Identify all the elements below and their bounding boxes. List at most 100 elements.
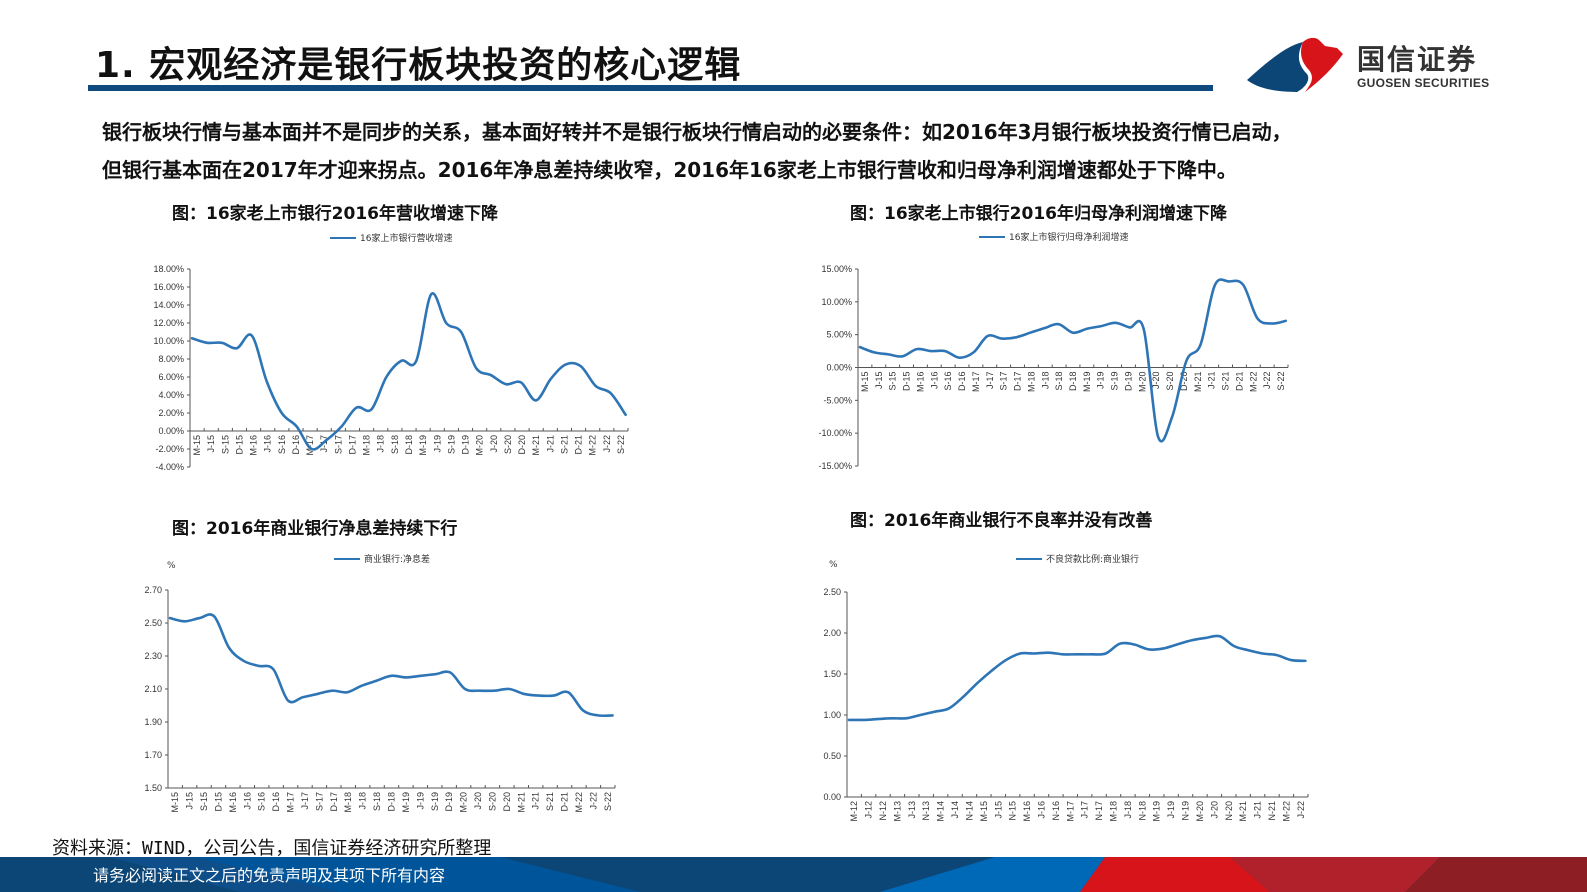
- svg-text:J-19: J-19: [432, 435, 442, 453]
- svg-text:-2.00%: -2.00%: [155, 444, 184, 454]
- svg-text:-4.00%: -4.00%: [155, 462, 184, 472]
- svg-text:D-18: D-18: [404, 435, 414, 455]
- svg-text:J-19: J-19: [1096, 372, 1106, 390]
- svg-text:N-19: N-19: [1181, 801, 1191, 821]
- svg-text:M-20: M-20: [475, 435, 485, 456]
- svg-text:M-13: M-13: [892, 801, 902, 822]
- chart-npl-ratio: 2.50 2.00 1.50 1.00 0.50 0.00 M-12 J-12 N-12 M-13…: [823, 587, 1309, 822]
- svg-text:15.00%: 15.00%: [821, 264, 852, 274]
- svg-text:N-13: N-13: [921, 801, 931, 821]
- y-unit-label: %: [167, 561, 176, 571]
- svg-text:S-22: S-22: [603, 792, 613, 811]
- svg-text:D-16: D-16: [957, 372, 967, 392]
- svg-text:M-15: M-15: [860, 372, 870, 393]
- svg-text:M-16: M-16: [915, 372, 925, 393]
- svg-text:M-12: M-12: [849, 801, 859, 822]
- svg-text:M-21: M-21: [1193, 372, 1203, 393]
- legend-line-icon: [1016, 557, 1042, 560]
- svg-text:D-20: D-20: [502, 792, 512, 812]
- svg-text:J-15: J-15: [993, 801, 1003, 819]
- svg-text:N-21: N-21: [1267, 801, 1277, 821]
- svg-text:1.50: 1.50: [144, 783, 162, 793]
- svg-text:N-16: N-16: [1051, 801, 1061, 821]
- svg-text:D-17: D-17: [347, 435, 357, 455]
- svg-text:J-16: J-16: [263, 435, 273, 453]
- svg-text:J-12: J-12: [864, 801, 874, 819]
- summary-line-2: 但银行基本面在2017年才迎来拐点。2016年净息差持续收窄，2016年16家老…: [102, 158, 1237, 182]
- svg-text:M-15: M-15: [979, 801, 989, 822]
- svg-text:M-20: M-20: [1137, 372, 1147, 393]
- svg-text:J-21: J-21: [545, 435, 555, 453]
- svg-text:M-14: M-14: [936, 801, 946, 822]
- svg-text:10.00%: 10.00%: [153, 336, 184, 346]
- svg-text:D-17: D-17: [329, 792, 339, 812]
- svg-text:M-20: M-20: [1195, 801, 1205, 822]
- svg-text:J-16: J-16: [929, 372, 939, 390]
- svg-text:2.00: 2.00: [823, 628, 841, 638]
- svg-text:12.00%: 12.00%: [153, 318, 184, 328]
- summary-line-1: 银行板块行情与基本面并不是同步的关系，基本面好转并不是银行板块行情启动的必要条件…: [102, 120, 1292, 144]
- svg-text:J-21: J-21: [1253, 801, 1263, 819]
- svg-text:4.00%: 4.00%: [158, 390, 184, 400]
- chart-revenue-growth: 18.00% 16.00% 14.00% 12.00% 10.00% 8.00% 6.00%…: [153, 264, 629, 472]
- svg-text:M-22: M-22: [1281, 801, 1291, 822]
- svg-text:D-21: D-21: [1234, 372, 1244, 392]
- svg-text:D-20: D-20: [517, 435, 527, 455]
- svg-text:J-15: J-15: [874, 372, 884, 390]
- svg-text:J-16: J-16: [242, 792, 252, 810]
- svg-text:J-16: J-16: [1036, 801, 1046, 819]
- footer-decoration: [0, 857, 1587, 892]
- svg-text:M-17: M-17: [1065, 801, 1075, 822]
- svg-text:D-15: D-15: [234, 435, 244, 455]
- svg-text:M-16: M-16: [228, 792, 238, 813]
- logo-text-en: GUOSEN SECURITIES: [1357, 76, 1490, 90]
- svg-text:J-15: J-15: [206, 435, 216, 453]
- svg-text:S-17: S-17: [314, 792, 324, 811]
- svg-text:M-22: M-22: [574, 792, 584, 813]
- svg-text:-5.00%: -5.00%: [823, 395, 852, 405]
- legend-net-interest-margin: 商业银行:净息差: [334, 552, 430, 565]
- legend-line-icon: [979, 235, 1005, 238]
- svg-text:S-16: S-16: [943, 372, 953, 391]
- svg-text:J-22: J-22: [1296, 801, 1306, 819]
- disclaimer-text: 请务必阅读正文之后的免责声明及其项下所有内容: [93, 866, 446, 885]
- svg-text:J-20: J-20: [473, 792, 483, 810]
- svg-text:1.00: 1.00: [823, 710, 841, 720]
- svg-text:S-20: S-20: [1165, 372, 1175, 391]
- svg-text:0.50: 0.50: [823, 751, 841, 761]
- svg-text:1.70: 1.70: [144, 750, 162, 760]
- svg-text:14.00%: 14.00%: [153, 300, 184, 310]
- svg-text:M-16: M-16: [1022, 801, 1032, 822]
- svg-text:M-18: M-18: [362, 435, 372, 456]
- svg-text:J-21: J-21: [1207, 372, 1217, 390]
- figure-title-revenue-growth: 图：16家老上市银行2016年营收增速下降: [172, 204, 498, 224]
- svg-text:S-15: S-15: [199, 792, 209, 811]
- svg-text:S-20: S-20: [503, 435, 513, 454]
- svg-text:0.00%: 0.00%: [158, 426, 184, 436]
- company-logo: 国信证券 GUOSEN SECURITIES: [1245, 34, 1495, 94]
- svg-text:2.30: 2.30: [144, 651, 162, 661]
- svg-text:S-20: S-20: [487, 792, 497, 811]
- legend-line-icon: [334, 557, 360, 560]
- svg-text:6.00%: 6.00%: [158, 372, 184, 382]
- svg-text:S-19: S-19: [1110, 372, 1120, 391]
- svg-text:D-16: D-16: [271, 792, 281, 812]
- svg-text:S-18: S-18: [390, 435, 400, 454]
- svg-text:M-17: M-17: [971, 372, 981, 393]
- svg-text:S-18: S-18: [1054, 372, 1064, 391]
- figure-title-npl-ratio: 图：2016年商业银行不良率并没有改善: [850, 511, 1153, 531]
- svg-text:S-21: S-21: [545, 792, 555, 811]
- svg-text:2.70: 2.70: [144, 585, 162, 595]
- svg-text:N-18: N-18: [1137, 801, 1147, 821]
- svg-text:0.00: 0.00: [823, 792, 841, 802]
- svg-text:8.00%: 8.00%: [158, 354, 184, 364]
- svg-text:D-21: D-21: [560, 792, 570, 812]
- svg-text:M-18: M-18: [1026, 372, 1036, 393]
- legend-label: 16家上市银行营收增速: [360, 234, 453, 244]
- svg-text:M-17: M-17: [305, 435, 315, 456]
- svg-text:D-21: D-21: [574, 435, 584, 455]
- svg-text:J-22: J-22: [1262, 372, 1272, 390]
- figure-title-net-profit-growth: 图：16家老上市银行2016年归母净利润增速下降: [850, 204, 1227, 224]
- svg-text:D-18: D-18: [1068, 372, 1078, 392]
- svg-text:J-18: J-18: [1123, 801, 1133, 819]
